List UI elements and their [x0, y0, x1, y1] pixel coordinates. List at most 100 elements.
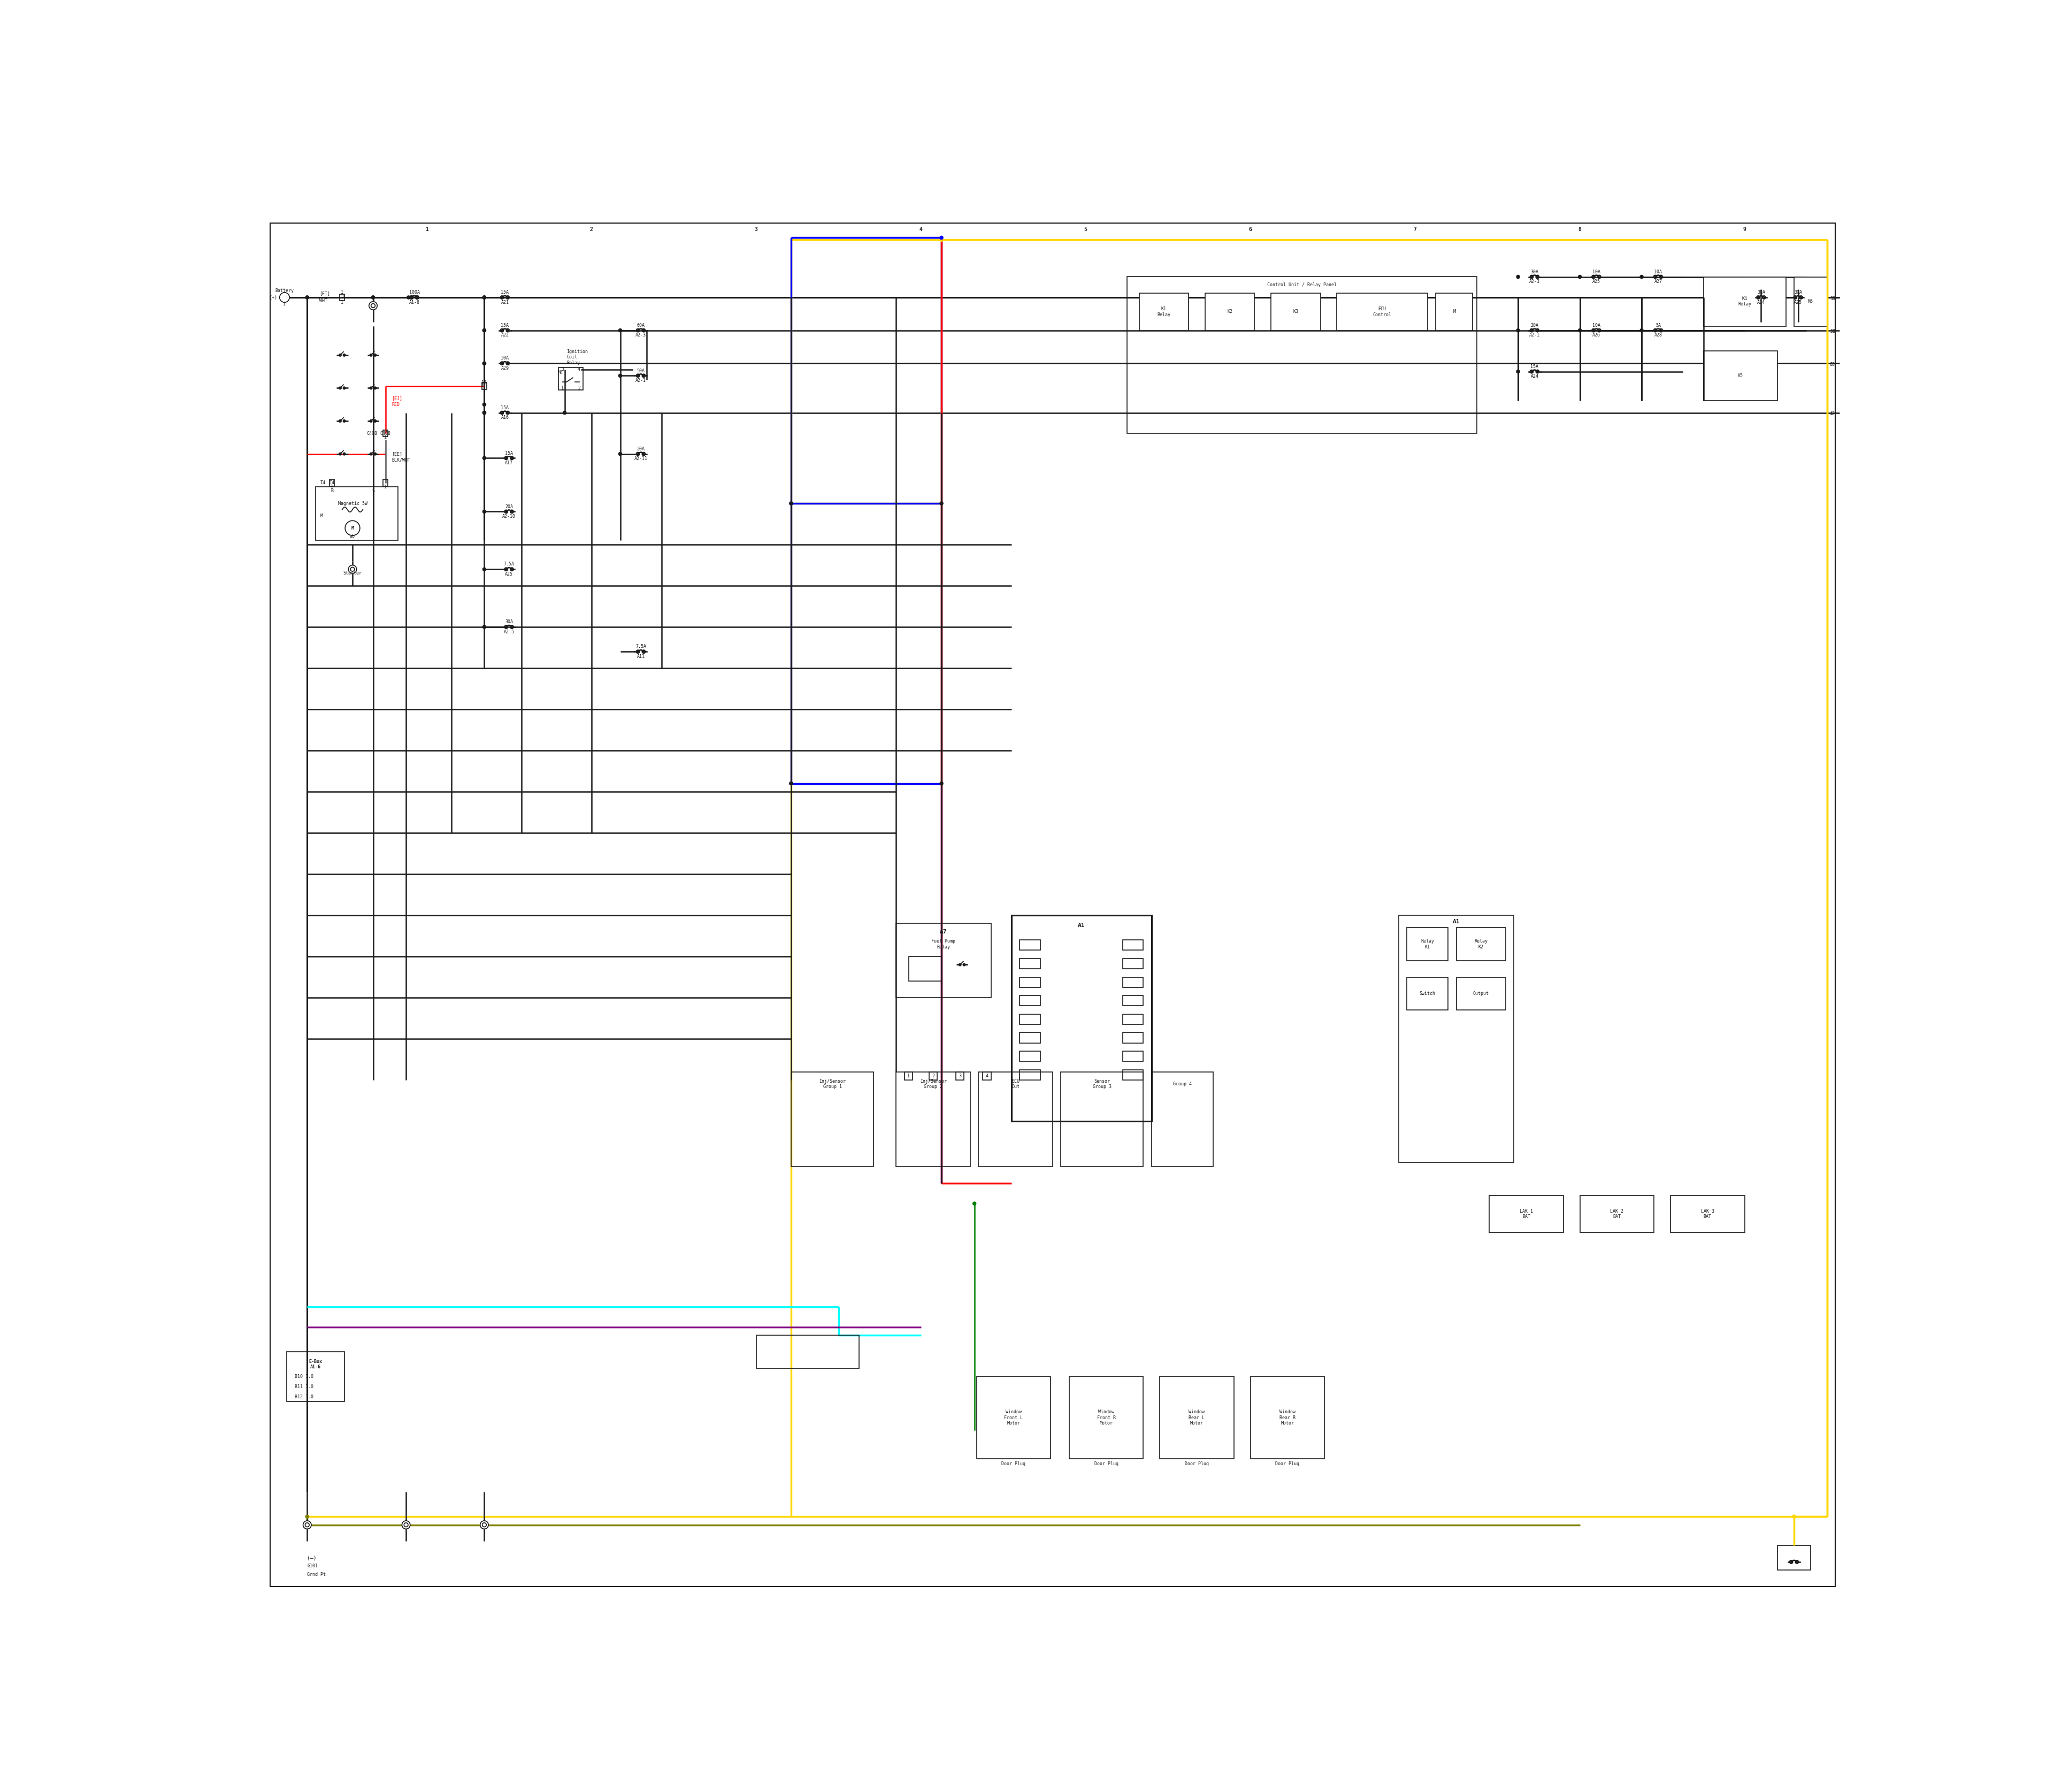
- Text: 20A: 20A: [505, 504, 514, 509]
- Text: LAK 3
BAT: LAK 3 BAT: [1701, 1208, 1715, 1219]
- Bar: [288, 1351, 345, 1401]
- Circle shape: [372, 296, 374, 299]
- Text: A17: A17: [505, 461, 514, 466]
- Bar: [1124, 1070, 1144, 1081]
- Text: 30A: 30A: [1530, 269, 1538, 274]
- Bar: [1062, 1072, 1144, 1167]
- Text: A1: A1: [1452, 919, 1460, 925]
- Text: K2: K2: [1226, 310, 1232, 314]
- Circle shape: [483, 403, 487, 407]
- Circle shape: [789, 502, 793, 505]
- Text: 1: 1: [341, 299, 343, 305]
- Circle shape: [370, 453, 372, 455]
- Circle shape: [374, 419, 376, 423]
- Text: 7: 7: [1413, 228, 1417, 233]
- Text: B10 1.0: B10 1.0: [296, 1374, 314, 1380]
- Text: A24: A24: [1756, 299, 1764, 305]
- Circle shape: [339, 353, 341, 357]
- Circle shape: [306, 296, 308, 299]
- Text: B11 1.0: B11 1.0: [296, 1385, 314, 1389]
- Bar: [1337, 294, 1428, 330]
- Bar: [483, 383, 487, 389]
- Circle shape: [789, 502, 793, 505]
- Bar: [1456, 977, 1506, 1011]
- Text: 42: 42: [1830, 412, 1834, 416]
- Text: M: M: [351, 525, 353, 530]
- Bar: [339, 294, 345, 301]
- Text: K4
Relay: K4 Relay: [1738, 296, 1752, 306]
- Circle shape: [483, 457, 487, 461]
- Text: S: S: [372, 489, 374, 493]
- Circle shape: [1639, 276, 1643, 278]
- Circle shape: [1793, 1514, 1795, 1518]
- Text: 15A: 15A: [501, 290, 509, 296]
- Bar: [904, 1072, 912, 1081]
- Bar: [1019, 977, 1039, 987]
- Bar: [1124, 959, 1144, 969]
- Bar: [1251, 1376, 1325, 1459]
- Circle shape: [339, 387, 341, 389]
- Text: A21: A21: [501, 299, 509, 305]
- Text: Magnetic 5W: Magnetic 5W: [337, 502, 368, 505]
- Bar: [1070, 1376, 1144, 1459]
- Text: Door Plug: Door Plug: [1276, 1462, 1300, 1466]
- Text: 3: 3: [959, 1073, 961, 1079]
- Circle shape: [959, 964, 961, 966]
- Bar: [382, 430, 388, 437]
- Bar: [1124, 1052, 1144, 1061]
- Bar: [1124, 1014, 1144, 1025]
- Bar: [982, 1072, 990, 1081]
- Circle shape: [481, 1521, 489, 1529]
- Text: 1: 1: [283, 301, 286, 306]
- Text: RED: RED: [392, 401, 401, 407]
- Bar: [1670, 1195, 1744, 1233]
- Circle shape: [351, 568, 355, 572]
- Circle shape: [349, 564, 357, 573]
- Bar: [1019, 1014, 1039, 1025]
- Text: 10A: 10A: [1592, 269, 1600, 274]
- Circle shape: [1516, 369, 1520, 373]
- Circle shape: [372, 296, 374, 299]
- Text: 15A: 15A: [501, 405, 509, 410]
- Text: Relay
K1: Relay K1: [1421, 939, 1434, 950]
- Text: [EI]: [EI]: [320, 290, 331, 296]
- Bar: [756, 1335, 859, 1369]
- Circle shape: [1516, 276, 1520, 278]
- Circle shape: [483, 410, 487, 414]
- Circle shape: [306, 1523, 310, 1527]
- Text: A22: A22: [501, 333, 509, 337]
- Circle shape: [343, 453, 345, 455]
- Text: A25: A25: [505, 572, 514, 577]
- Circle shape: [941, 238, 943, 242]
- Bar: [1777, 1545, 1810, 1570]
- Text: 6: 6: [1249, 228, 1253, 233]
- Circle shape: [374, 387, 376, 389]
- Circle shape: [483, 568, 487, 572]
- Text: Ignition
Coil
Relay: Ignition Coil Relay: [567, 349, 587, 366]
- Text: WHT: WHT: [320, 297, 327, 303]
- Bar: [976, 1376, 1050, 1459]
- Bar: [559, 367, 583, 391]
- Text: A2-5: A2-5: [503, 629, 514, 634]
- Bar: [908, 957, 941, 982]
- Bar: [1019, 941, 1039, 950]
- Bar: [1793, 276, 1826, 326]
- Text: 60A: 60A: [637, 323, 645, 328]
- Circle shape: [483, 1523, 487, 1527]
- Bar: [1580, 1195, 1653, 1233]
- Text: 10A: 10A: [1592, 323, 1600, 328]
- Circle shape: [563, 410, 567, 414]
- Text: 4: 4: [577, 367, 581, 373]
- Text: Window
Rear L
Motor: Window Rear L Motor: [1189, 1410, 1206, 1426]
- Circle shape: [1516, 328, 1520, 332]
- Bar: [1019, 1032, 1039, 1043]
- Text: Control Unit / Relay Panel: Control Unit / Relay Panel: [1267, 283, 1337, 287]
- Text: A2-1: A2-1: [1530, 333, 1540, 337]
- Text: Door Plug: Door Plug: [1095, 1462, 1117, 1466]
- Circle shape: [304, 1521, 312, 1529]
- Text: Sensor
Group 3: Sensor Group 3: [1093, 1079, 1111, 1090]
- Bar: [382, 480, 388, 486]
- Circle shape: [483, 511, 487, 513]
- Circle shape: [483, 328, 487, 332]
- Text: 7.5A: 7.5A: [635, 645, 647, 649]
